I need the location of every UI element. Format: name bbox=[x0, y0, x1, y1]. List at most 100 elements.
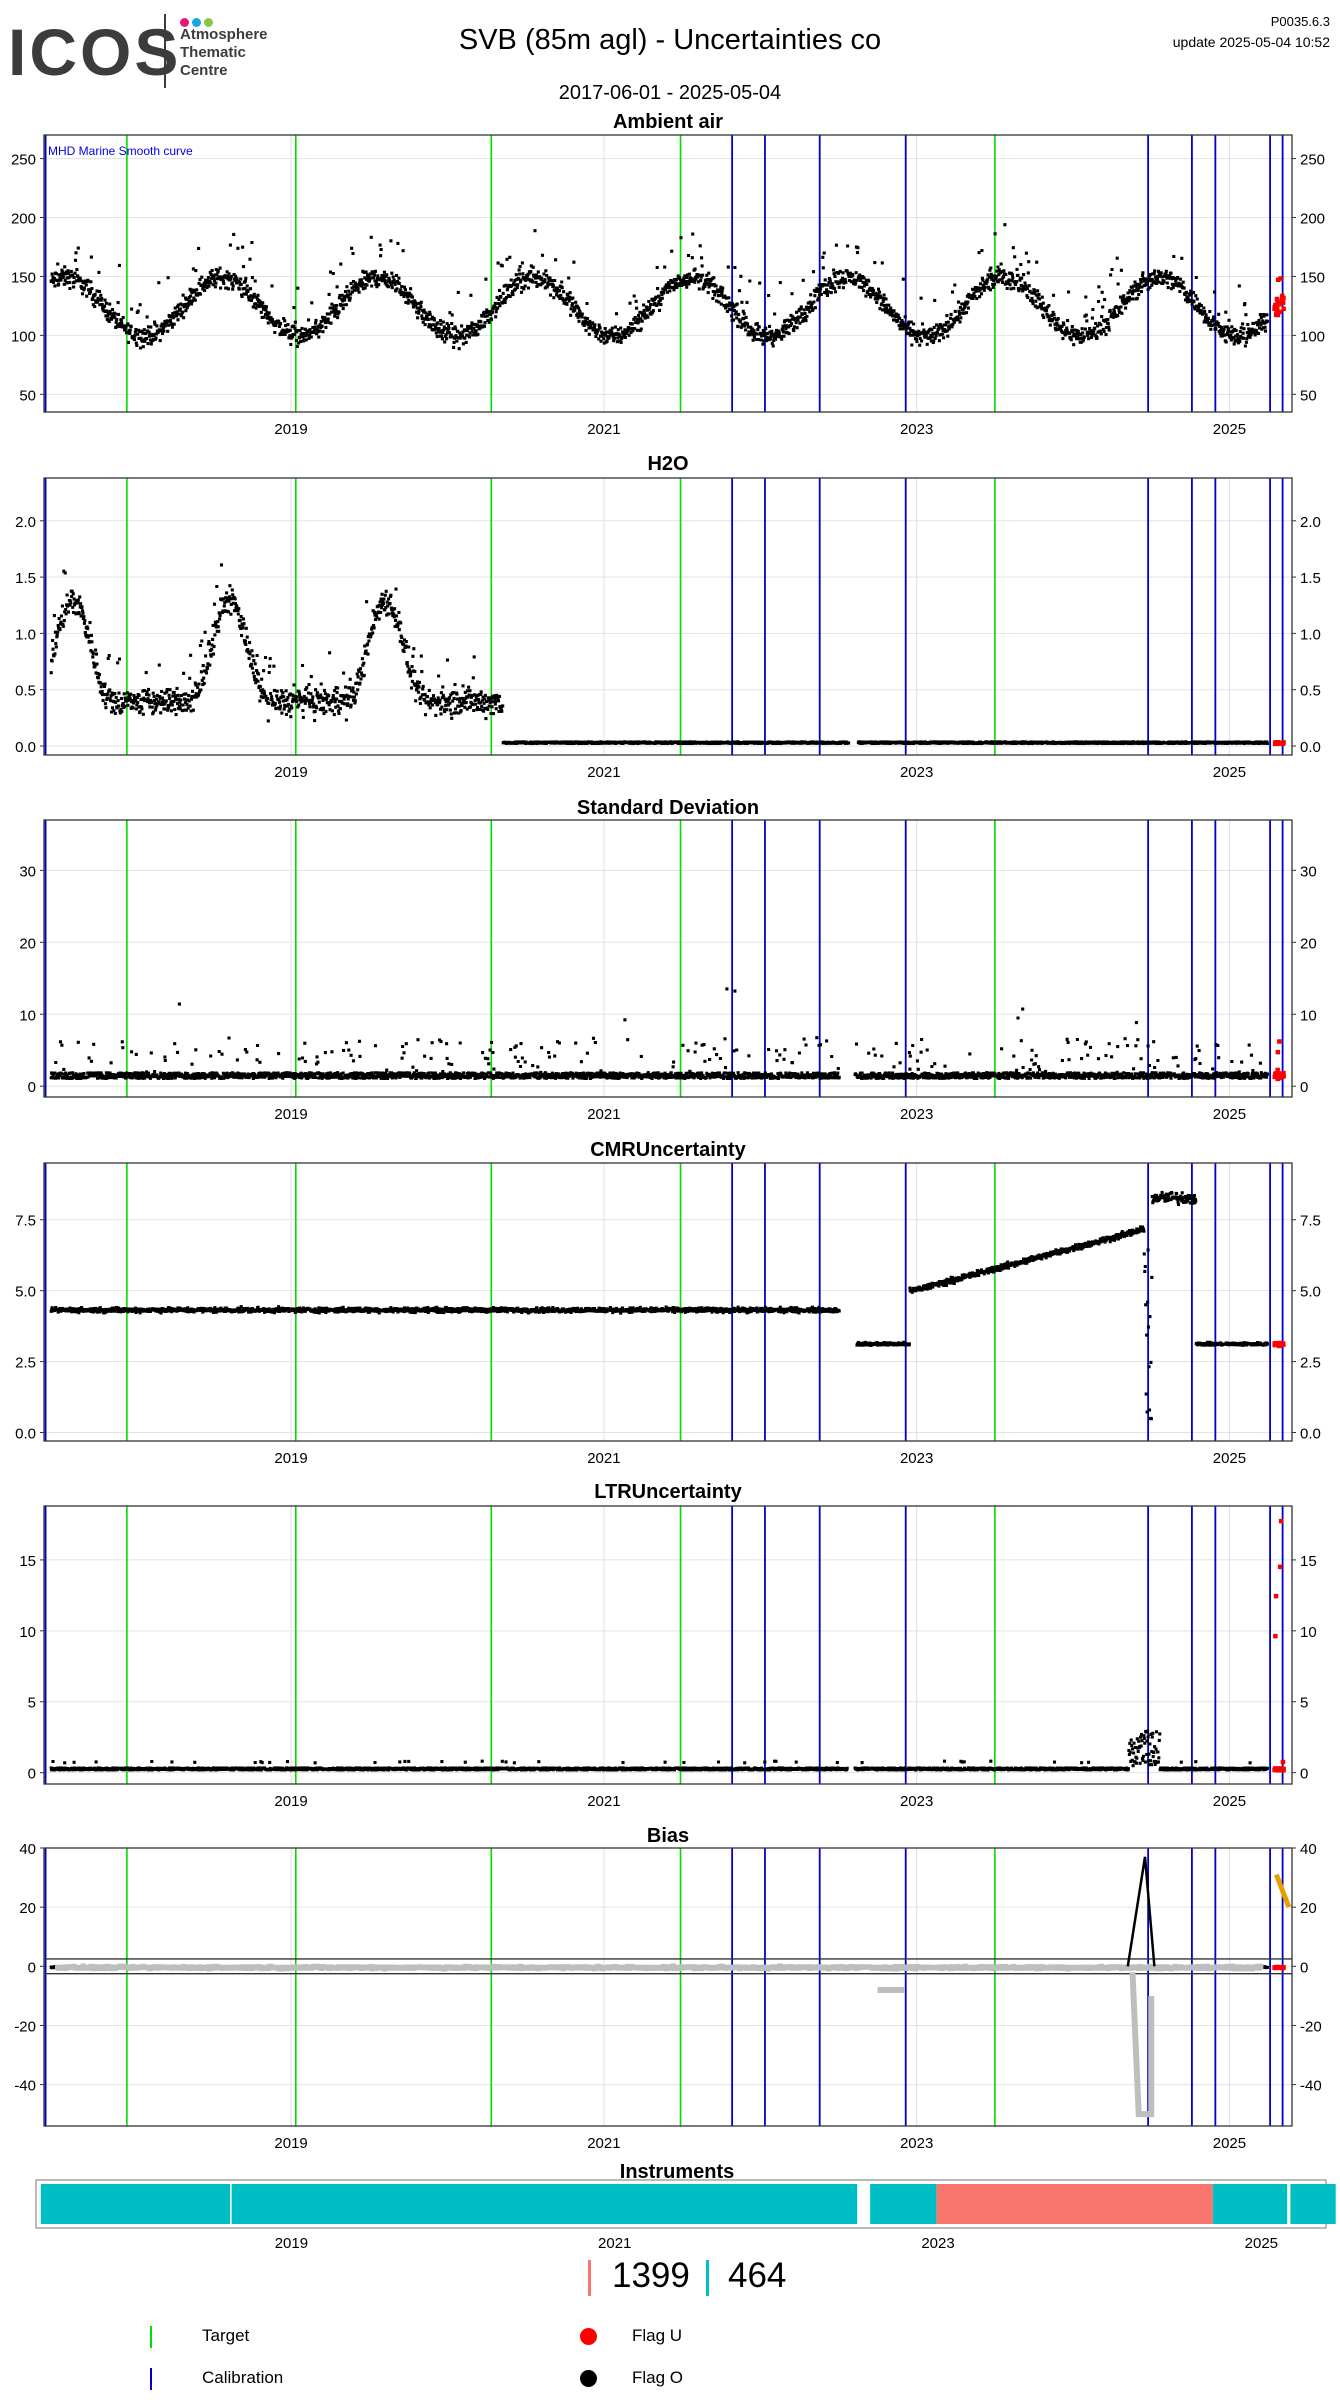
y-tick-label-right: 0.5 bbox=[1300, 683, 1321, 700]
plot-frame bbox=[43, 819, 1293, 1098]
x-tick-label: 2025 bbox=[1245, 2235, 1278, 2252]
y-tick-label: -40 bbox=[14, 2078, 36, 2095]
flag-o-marks bbox=[49, 1190, 1269, 1421]
x-tick-label: 2019 bbox=[274, 764, 307, 781]
x-tick-label: 2023 bbox=[900, 1793, 933, 1810]
target-line-swatch bbox=[150, 2326, 152, 2348]
y-tick-label-right: 2.5 bbox=[1300, 1355, 1321, 1372]
legend-target: Target bbox=[150, 2322, 450, 2352]
instrument-1399-swatch bbox=[588, 2260, 591, 2296]
flag-u-marks bbox=[1272, 1340, 1286, 1349]
instrument-segment bbox=[1212, 2184, 1288, 2224]
instrument-segment bbox=[231, 2184, 858, 2224]
y-tick-label-right: 10 bbox=[1300, 1624, 1317, 1641]
y-tick-label: 20 bbox=[19, 935, 36, 952]
y-tick-label-right: 0 bbox=[1300, 1766, 1308, 1783]
y-tick-label: 20 bbox=[19, 1900, 36, 1917]
y-tick-label: 30 bbox=[19, 863, 36, 880]
y-tick-label-right: 10 bbox=[1300, 1007, 1317, 1024]
chart-panel-ambient: Ambient air 50 50 100 100 150 150 200 200 250 250 2… bbox=[11, 111, 1325, 438]
logo-line: Centre bbox=[180, 62, 228, 79]
legend-label: Calibration bbox=[202, 2368, 284, 2387]
plot-frame bbox=[43, 134, 1293, 413]
flag-o-marks bbox=[49, 987, 1269, 1081]
x-tick-label: 2019 bbox=[274, 1106, 307, 1123]
panel-title: Bias bbox=[647, 1825, 689, 1847]
x-tick-label: 2019 bbox=[274, 1793, 307, 1810]
x-tick-label: 2021 bbox=[587, 2135, 620, 2152]
y-tick-label-right: 200 bbox=[1300, 211, 1325, 228]
y-tick-label-right: 5 bbox=[1300, 1695, 1308, 1712]
chart-panel-ltr: LTRUncertainty 0 0 5 5 10 10 15 15 2019 2021 2023 20… bbox=[19, 1481, 1316, 1810]
x-tick-label: 2025 bbox=[1213, 1450, 1246, 1467]
y-tick-label: 1.5 bbox=[15, 570, 36, 587]
flag-u-marks bbox=[1272, 1518, 1286, 1773]
plot-area bbox=[44, 820, 1292, 1097]
logo-dot bbox=[180, 18, 189, 27]
y-tick-label-right: 20 bbox=[1300, 1900, 1317, 1917]
y-tick-label: 2.0 bbox=[15, 514, 36, 531]
x-tick-label: 2019 bbox=[274, 2135, 307, 2152]
flag-o-points bbox=[49, 563, 1269, 746]
flag-u-marks bbox=[1272, 1964, 1286, 1971]
y-tick-label-right: 1.5 bbox=[1300, 570, 1321, 587]
panel-title: Standard Deviation bbox=[577, 797, 759, 819]
plot-area bbox=[44, 135, 1292, 412]
plot-area bbox=[44, 1163, 1292, 1441]
y-tick-label-right: 150 bbox=[1300, 269, 1325, 286]
x-tick-label: 2025 bbox=[1213, 421, 1246, 438]
x-tick-label: 2025 bbox=[1213, 1793, 1246, 1810]
y-tick-label-right: 250 bbox=[1300, 152, 1325, 169]
y-tick-label: 200 bbox=[11, 211, 36, 228]
y-tick-label-right: -20 bbox=[1300, 2018, 1322, 2035]
x-tick-label: 2021 bbox=[587, 1450, 620, 1467]
legend-label: Target bbox=[202, 2326, 250, 2345]
y-tick-label: 150 bbox=[11, 269, 36, 286]
y-tick-label-right: 1.0 bbox=[1300, 626, 1321, 643]
plot-area bbox=[44, 478, 1292, 755]
flag-o-marks bbox=[49, 223, 1269, 351]
y-tick-label: -20 bbox=[14, 2018, 36, 2035]
panel-title: H2O bbox=[647, 453, 688, 475]
y-tick-label-right: 40 bbox=[1300, 1841, 1317, 1858]
logo-line: Thematic bbox=[180, 44, 246, 61]
x-tick-label: 2021 bbox=[587, 1106, 620, 1123]
x-tick-label: 2021 bbox=[587, 764, 620, 781]
x-tick-label: 2019 bbox=[275, 2235, 308, 2252]
instrument-segment bbox=[870, 2184, 937, 2224]
x-tick-label: 2021 bbox=[587, 1793, 620, 1810]
flag-o-dot-swatch bbox=[580, 2370, 597, 2387]
panel-title: Instruments bbox=[620, 2161, 734, 2183]
logo-divider bbox=[164, 14, 166, 88]
panel-title: LTRUncertainty bbox=[594, 1481, 742, 1503]
page-title: SVB (85m agl) - Uncertainties co bbox=[458, 24, 882, 56]
version-label: P0035.6.3 bbox=[1270, 14, 1330, 29]
instrument-464-label: 464 bbox=[728, 2256, 787, 2295]
y-tick-label: 0.0 bbox=[15, 1425, 36, 1442]
x-tick-label: 2025 bbox=[1213, 2135, 1246, 2152]
flag-o-points bbox=[49, 223, 1269, 351]
y-tick-label: 0.0 bbox=[15, 739, 36, 756]
y-tick-label-right: 50 bbox=[1300, 387, 1317, 404]
y-tick-label: 40 bbox=[19, 1841, 36, 1858]
logo-dots bbox=[180, 14, 216, 32]
flag-o-points bbox=[49, 987, 1269, 1081]
y-tick-label: 15 bbox=[19, 1553, 36, 1570]
orange-series-segment bbox=[1274, 1873, 1292, 1909]
y-tick-label: 5 bbox=[28, 1695, 36, 1712]
instruments-panel: Instruments 2019 2021 2023 2025 bbox=[35, 2161, 1336, 2252]
y-tick-label: 100 bbox=[11, 328, 36, 345]
calibration-line-swatch bbox=[150, 2368, 152, 2390]
instrument-segment bbox=[1290, 2184, 1336, 2224]
y-tick-label: 2.5 bbox=[15, 1355, 36, 1372]
y-tick-label: 7.5 bbox=[15, 1213, 36, 1230]
legend-flag-u: Flag U bbox=[580, 2322, 880, 2352]
y-tick-label: 0 bbox=[28, 1959, 36, 1976]
flag-u-marks bbox=[1272, 740, 1286, 747]
flag-o-points bbox=[49, 1729, 1269, 1772]
y-tick-label: 10 bbox=[19, 1624, 36, 1641]
x-tick-label: 2023 bbox=[900, 1106, 933, 1123]
x-tick-label: 2023 bbox=[900, 421, 933, 438]
plot-frame bbox=[43, 1162, 1293, 1442]
